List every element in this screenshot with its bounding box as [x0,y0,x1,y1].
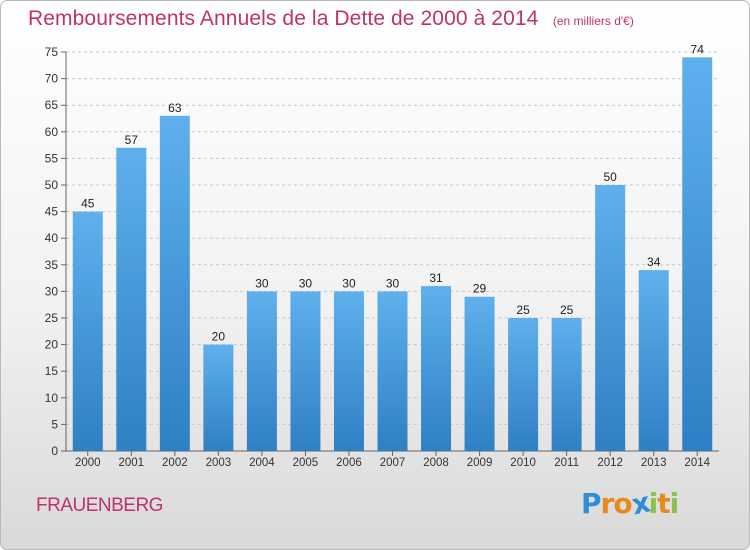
bar-2006 [333,291,364,451]
chart-title: Remboursements Annuels de la Dette de 20… [28,7,539,30]
bar-2002 [159,115,190,451]
data-label-2012: 50 [603,170,617,184]
y-tick-label: 30 [45,284,59,298]
x-tick-labels: 2000 2001 2002 2003 2004 2005 2006 2007 2008 2009… [75,451,711,469]
x-tick-label-2004: 2004 [249,457,275,469]
data-label-2009: 29 [473,282,487,296]
y-tick-label: 5 [51,417,58,431]
logo-letter: i [648,487,659,520]
x-tick-label-2001: 2001 [119,457,145,469]
x-tick-label-2008: 2008 [423,457,449,469]
logo-letter: t [657,487,670,520]
x-tick-label-2003: 2003 [206,457,232,469]
logo-letter: o [613,487,632,520]
chart-title-block: Remboursements Annuels de la Dette de 20… [28,7,634,31]
y-tick-label: 65 [45,98,59,112]
data-label-2003: 20 [212,330,226,344]
bar-2003 [203,344,234,451]
x-tick-label-2011: 2011 [554,457,579,469]
x-tick-label-2006: 2006 [336,457,362,469]
x-tick-label-2010: 2010 [510,457,536,469]
commune-name: FRAUENBERG [36,495,163,516]
y-tick-label: 15 [45,364,59,378]
y-tick-label: 10 [45,391,59,405]
data-label-2013: 34 [647,255,661,269]
chart-subtitle: (en milliers d'€) [552,14,634,28]
bar-2008 [421,286,452,451]
x-tick-label-2009: 2009 [467,457,493,469]
bars [72,57,713,451]
y-tick-label: 70 [45,72,59,86]
x-tick-label-2007: 2007 [380,457,406,469]
data-label-2010: 25 [516,303,530,317]
data-label-2002: 63 [168,101,182,115]
y-tick-label: 75 [45,45,59,59]
y-tick-label: 35 [45,258,59,272]
logo-letter: P [581,487,602,520]
data-label-2004: 30 [255,276,269,290]
bar-2014 [682,57,713,451]
x-tick-label-2000: 2000 [75,457,101,469]
data-labels: 45 57 63 20 30 30 30 30 31 29 25 25 50 34 74 [81,42,704,343]
x-tick-label-2002: 2002 [162,457,188,469]
bar-2009 [464,296,495,451]
bar-2001 [116,147,147,451]
y-tick-label: 25 [45,311,59,325]
x-tick-label-2013: 2013 [641,457,667,469]
proxiti-logo[interactable]: Proxiti [581,486,680,522]
y-tick-label: 60 [45,125,59,139]
y-tick-label: 0 [51,444,58,458]
y-tick-label: 45 [45,205,59,219]
bar-2000 [72,211,103,451]
x-tick-label-2005: 2005 [293,457,319,469]
x-tick-label-2012: 2012 [597,457,623,469]
logo-letter: r [600,487,615,520]
data-label-2011: 25 [560,303,574,317]
bar-2007 [377,291,408,451]
y-tick-label: 20 [45,338,59,352]
bar-2011 [551,318,582,451]
data-label-2014: 74 [691,42,705,56]
data-label-2007: 30 [386,276,400,290]
bar-2010 [508,318,539,451]
y-tick-label: 50 [45,178,59,192]
y-tick-label: 40 [45,231,59,245]
bar-2004 [246,291,277,451]
bar-2013 [638,270,669,451]
bar-2012 [595,185,626,451]
y-tick-labels: 0 5 10 15 20 25 30 35 40 45 50 55 60 65 70 75 [45,45,59,458]
data-label-2000: 45 [81,197,95,211]
logo-letter: i [669,487,680,520]
x-tick-label-2014: 2014 [684,457,710,469]
data-label-2001: 57 [125,133,139,147]
data-label-2006: 30 [342,276,356,290]
data-label-2008: 31 [429,271,443,285]
data-label-2005: 30 [299,276,313,290]
y-tick-label: 55 [45,151,59,165]
bar-2005 [290,291,321,451]
